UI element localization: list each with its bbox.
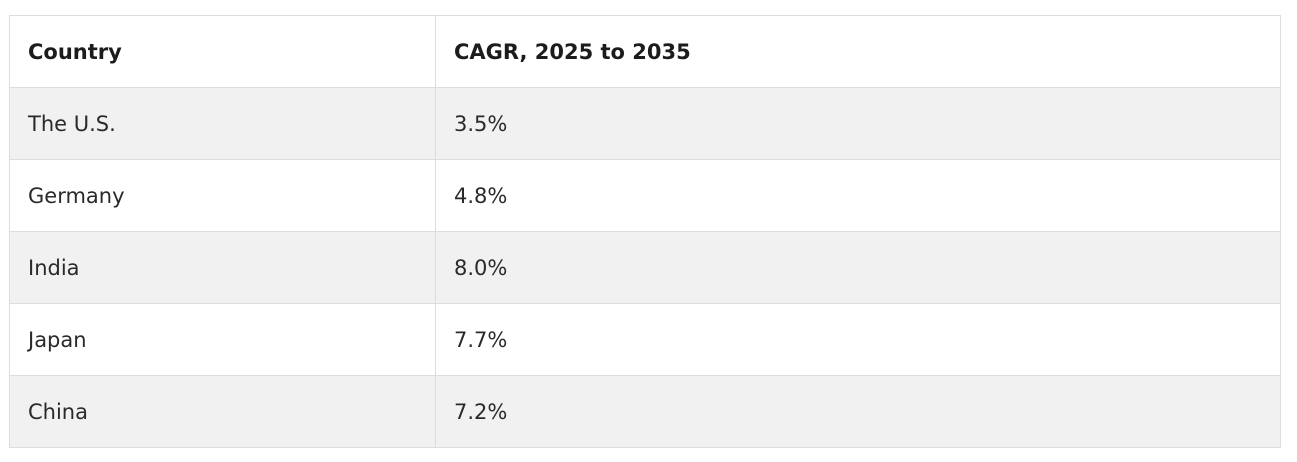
cagr-cell: 8.0%	[435, 231, 1281, 304]
cagr-table: Country CAGR, 2025 to 2035 The U.S. 3.5%…	[9, 15, 1281, 448]
country-cell: Japan	[9, 303, 436, 376]
column-header-cagr: CAGR, 2025 to 2035	[435, 15, 1281, 88]
cagr-cell: 7.2%	[435, 375, 1281, 448]
cagr-cell: 3.5%	[435, 87, 1281, 160]
table-row: China 7.2%	[9, 375, 1281, 448]
table-row: The U.S. 3.5%	[9, 87, 1281, 160]
country-cell: The U.S.	[9, 87, 436, 160]
country-cell: China	[9, 375, 436, 448]
cagr-cell: 7.7%	[435, 303, 1281, 376]
table-row: Japan 7.7%	[9, 303, 1281, 376]
cagr-cell: 4.8%	[435, 159, 1281, 232]
country-cell: Germany	[9, 159, 436, 232]
country-cell: India	[9, 231, 436, 304]
table-row: India 8.0%	[9, 231, 1281, 304]
column-header-country: Country	[9, 15, 436, 88]
data-table-container: Country CAGR, 2025 to 2035 The U.S. 3.5%…	[9, 15, 1281, 448]
table-header-row: Country CAGR, 2025 to 2035	[9, 15, 1281, 88]
table-row: Germany 4.8%	[9, 159, 1281, 232]
